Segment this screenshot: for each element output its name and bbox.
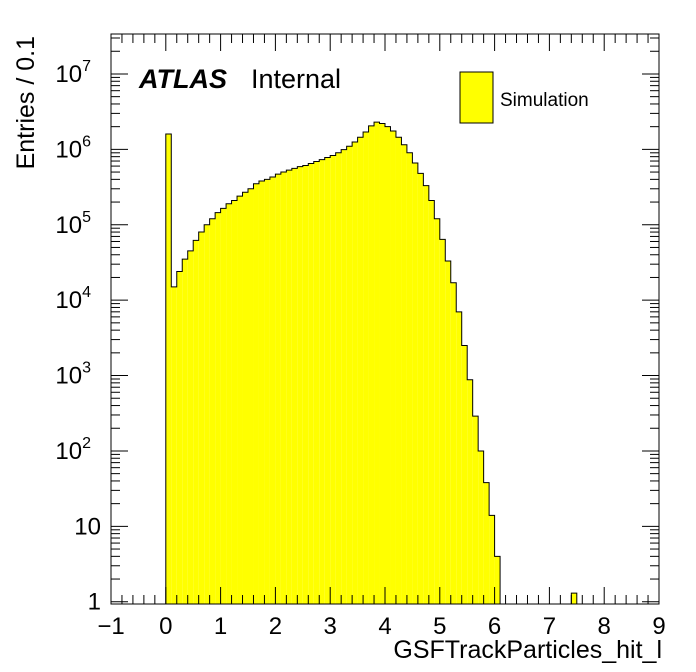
histogram-bin (330, 155, 336, 604)
histogram-bin (237, 196, 243, 604)
x-tick-label: 8 (598, 613, 611, 640)
histogram-bin (248, 188, 254, 605)
histogram-bin (456, 311, 462, 604)
histogram-bin (269, 176, 276, 604)
histogram-bin (363, 131, 369, 604)
histogram-bin (182, 259, 188, 604)
y-tick-label: 107 (55, 58, 91, 88)
histogram-bin (341, 149, 347, 605)
histogram-bin (571, 593, 577, 604)
y-tick-label: 10 (74, 513, 101, 540)
histogram-bin (335, 152, 342, 604)
histogram-bin (231, 200, 238, 604)
histogram-bin (204, 224, 210, 604)
histogram-bin (198, 232, 205, 604)
x-axis-label: GSFTrackParticles_hit_l (393, 636, 662, 664)
histogram-bin (209, 218, 216, 605)
y-tick-label: 105 (55, 209, 91, 239)
x-tick-label: 3 (324, 613, 337, 640)
histogram-bin (302, 165, 309, 604)
x-tick-label: 9 (652, 613, 665, 640)
y-tick-label: 1 (88, 589, 101, 616)
x-tick-label: 1 (214, 613, 227, 640)
y-axis-label: Entries / 0.1 (12, 36, 40, 169)
y-tick-label: 106 (55, 133, 91, 163)
histogram-bin (291, 168, 298, 605)
histogram-bin (193, 240, 199, 604)
internal-label: Internal (251, 64, 341, 94)
histogram-bin (450, 282, 457, 604)
x-tick-label: 0 (159, 613, 172, 640)
legend-label: Simulation (500, 90, 589, 111)
histogram-outline (165, 121, 583, 605)
histogram-bin (253, 183, 259, 604)
histogram-bin (385, 126, 391, 605)
histogram-bin (434, 218, 440, 605)
x-axis-tick-labels: −1 0 1 2 3 4 5 6 7 8 9 (97, 613, 665, 640)
histogram-bin (352, 142, 358, 605)
histogram-bin (390, 131, 396, 605)
histogram-bin (308, 163, 314, 604)
y-axis-tick-labels: 1 10 102 103 104 105 106 107 (55, 58, 101, 616)
histogram-bin (494, 556, 501, 604)
histogram-bin (357, 137, 364, 605)
histogram-bin (187, 250, 194, 605)
histogram-bin (220, 208, 227, 604)
histogram-bin (368, 125, 375, 604)
histogram-bin (483, 482, 490, 604)
histogram-bin (215, 212, 221, 604)
histogram-bin (439, 239, 446, 605)
histogram-bin (226, 203, 232, 605)
x-tick-label: 7 (543, 613, 556, 640)
histogram-bin (319, 159, 325, 604)
histogram-bin (280, 172, 287, 605)
histogram-bin (423, 185, 429, 604)
histogram-bin (324, 157, 331, 605)
x-tick-label: 5 (433, 613, 446, 640)
legend-swatch (459, 71, 494, 124)
histogram-bin (412, 162, 418, 604)
histogram-bin (176, 271, 183, 604)
histogram-bin (297, 166, 303, 605)
x-tick-label: −1 (97, 613, 124, 640)
histogram-bin (379, 123, 385, 605)
x-tick-label: 4 (378, 613, 391, 640)
y-tick-label: 102 (55, 435, 91, 465)
histogram-bin (346, 146, 353, 604)
histogram-bin (417, 173, 424, 604)
histogram-bin (401, 144, 407, 605)
histogram-bin (275, 174, 281, 604)
histogram-bin (478, 450, 484, 604)
histogram-bin (406, 152, 413, 604)
atlas-label: ATLAS (138, 64, 227, 94)
histogram-bin (286, 170, 292, 604)
histogram-bin (313, 161, 320, 604)
y-tick-label: 103 (55, 360, 91, 390)
histogram-bin (467, 379, 473, 604)
histogram-bars (165, 121, 583, 605)
histogram-bin (445, 261, 451, 604)
histogram-bin (171, 286, 177, 604)
histogram-bin (258, 181, 265, 604)
histogram-bin (242, 192, 248, 604)
histogram-bin (395, 137, 402, 605)
x-axis-ticks (110, 34, 660, 604)
x-tick-label: 2 (269, 613, 282, 640)
y-axis-ticks (111, 37, 659, 603)
histogram-bin (374, 122, 380, 604)
histogram-bin (489, 515, 495, 604)
histogram-bin (165, 133, 172, 604)
y-tick-label: 104 (55, 284, 91, 314)
histogram-bin (264, 179, 270, 605)
histogram-bin (472, 416, 479, 604)
histogram-bin (428, 200, 435, 604)
x-tick-label: 6 (488, 613, 501, 640)
histogram-bin (461, 345, 468, 604)
